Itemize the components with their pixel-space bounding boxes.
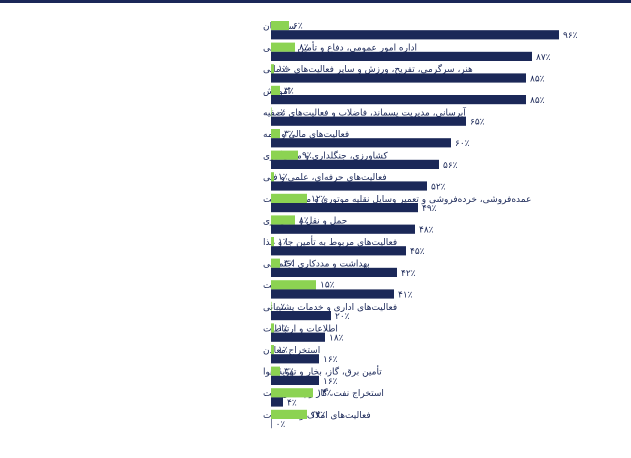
bar-green [271, 280, 316, 290]
bar-navy [271, 289, 394, 299]
bar-navy [271, 159, 439, 169]
category-label: هنر، سرگرمی، تفریح، ورزش و سایر فعالیت‌ه… [263, 63, 473, 75]
data-label-navy: ۴۹٪ [422, 204, 437, 214]
data-label-green: ۱٪ [278, 65, 288, 75]
data-label-navy: ۴۲٪ [401, 269, 416, 279]
bar-navy [271, 397, 283, 407]
data-label-green: ۱۵٪ [320, 281, 335, 291]
data-label-navy: ۸۷٪ [536, 53, 551, 63]
data-label-navy: ۴٪ [287, 398, 297, 408]
data-label-navy: ۲۰٪ [335, 312, 350, 322]
bar-navy [271, 116, 466, 126]
data-label-green: ۸٪ [299, 216, 309, 226]
category-label: آبرسانی، مدیریت پسماند، فاضلاب و فعالیت‌… [263, 106, 466, 118]
data-label-navy: ۶۵٪ [470, 118, 485, 128]
data-label-green: ۹٪ [302, 151, 312, 161]
bar-green [271, 388, 313, 398]
bar-green [271, 409, 307, 419]
data-label-green: ۳٪ [284, 259, 294, 269]
bar-green [271, 85, 280, 95]
data-label-green: ۳٪ [284, 86, 294, 96]
bar-navy [271, 332, 325, 342]
data-label-green: ۸٪ [299, 43, 309, 53]
bar-navy [271, 73, 526, 83]
bar-green [271, 301, 272, 311]
data-label-navy: ۰٪ [276, 420, 286, 430]
data-label-navy: ۸۵٪ [530, 96, 545, 106]
category-label: فعالیت‌های مالی و بیمه [263, 130, 349, 140]
bar-navy [271, 354, 319, 364]
category-label: عمده‌فروشی، خرده‌فروشی و تعمیر وسایل نقل… [263, 195, 531, 205]
bar-green [271, 345, 274, 355]
data-label-green: ۱۲٪ [311, 410, 326, 420]
data-label-navy: ۴۱٪ [398, 290, 413, 300]
data-label-navy: ۸۵٪ [530, 74, 545, 84]
category-label: فعالیت‌های اداری و خدمات پشتیبانی [263, 303, 397, 313]
data-label-navy: ۶۰٪ [455, 139, 470, 149]
category-label: حمل و نقل و انبارداری [263, 216, 347, 226]
bar-navy [271, 246, 406, 256]
bar-green [271, 172, 274, 182]
data-label-green: ۶٪ [293, 22, 303, 32]
bar-navy [271, 311, 331, 321]
category-label: فعالیت‌های مربوط به تأمین جا و غذا [263, 235, 397, 248]
bar-green [271, 258, 280, 268]
category-label: استخراج معادن [263, 346, 320, 356]
data-label-green: ۳٪ [284, 130, 294, 140]
bar-navy [271, 30, 559, 40]
data-label-navy: ۴۸٪ [419, 226, 434, 236]
data-label-navy: ۵۲٪ [431, 182, 446, 192]
bar-green [271, 42, 295, 52]
bar-green [271, 366, 280, 376]
bar-navy [271, 375, 319, 385]
bar-navy [271, 138, 451, 148]
data-label-green: ۱٪ [278, 346, 288, 356]
data-label-navy: ۹۶٪ [563, 31, 578, 41]
bar-green [271, 64, 274, 74]
bar-green [271, 215, 295, 225]
category-label: اطلاعات و ارتباطات [263, 324, 338, 334]
bar-green [271, 323, 274, 333]
bar-green [271, 21, 289, 31]
bar-green [271, 193, 307, 203]
bar-green [271, 107, 272, 117]
data-label-green: ۱٪ [278, 324, 288, 334]
bar-green [271, 129, 280, 139]
data-label-green: ۳٪ [284, 367, 294, 377]
bar-green [271, 237, 274, 247]
bar-navy [271, 181, 427, 191]
category-label: اداره امور عمومی، دفاع و تأمین اجتماعی [263, 41, 417, 54]
data-label-navy: ۱۸٪ [329, 334, 344, 344]
bar-navy [271, 95, 526, 105]
data-label-navy: ۱۶٪ [323, 377, 338, 387]
data-label-navy: ۵۶٪ [443, 161, 458, 171]
data-label-green: ۱٪ [278, 173, 288, 183]
bar-navy [271, 224, 415, 234]
bar-green [271, 150, 298, 160]
bar-navy [271, 51, 532, 61]
data-label-green: ۰٪ [276, 108, 286, 118]
data-label-navy: ۴۵٪ [410, 247, 425, 257]
data-label-green: ۱۲٪ [311, 194, 326, 204]
category-label: تأمین برق، گاز، بخار و تهویهٔ هوا [263, 365, 382, 378]
data-label-navy: ۱۶٪ [323, 355, 338, 365]
data-label-green: ۱٪ [278, 238, 288, 248]
category-label: فعالیت‌های حرفه‌ای، علمی و فنی [263, 173, 387, 183]
bar-navy [271, 419, 272, 429]
bar-navy [271, 267, 397, 277]
bar-navy [271, 203, 418, 213]
category-label: فعالیت‌های املاک و مستغلات [263, 410, 371, 421]
data-label-green: ۱۴٪ [317, 389, 332, 399]
data-label-green: ۰٪ [276, 302, 286, 312]
horizontal-bar-chart: ساختمان۶٪۹۶٪اداره امور عمومی، دفاع و تأم… [263, 21, 578, 430]
category-label: بهداشت و مددکاری اجتماعی [263, 260, 370, 270]
